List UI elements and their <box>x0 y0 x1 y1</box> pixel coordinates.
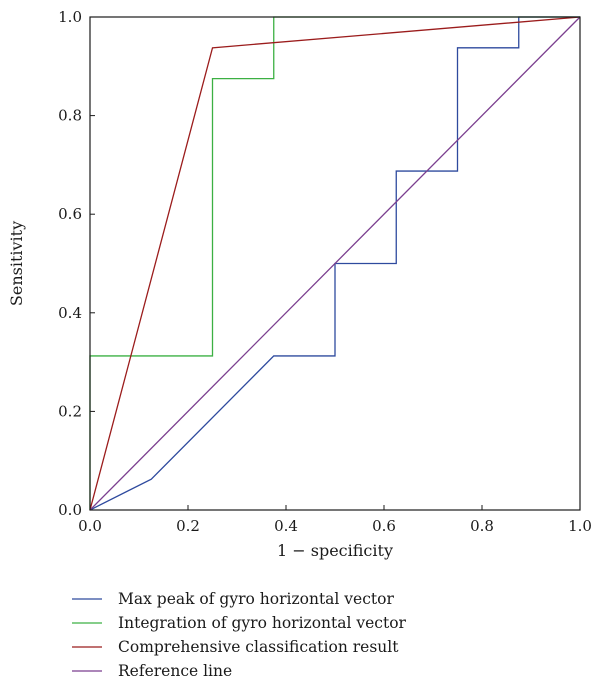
x-tick-label: 1.0 <box>568 517 592 535</box>
legend: Max peak of gyro horizontal vector Integr… <box>72 590 407 680</box>
x-tick-label: 0.8 <box>470 517 494 535</box>
legend-label-4: Reference line <box>118 662 232 680</box>
series-line-3 <box>89 16 581 511</box>
series-line-4 <box>89 16 581 511</box>
y-tick-label: 0.6 <box>58 205 82 223</box>
x-tick-label: 0.0 <box>78 517 102 535</box>
y-tick-label: 0.4 <box>58 304 82 322</box>
legend-label-1: Max peak of gyro horizontal vector <box>118 590 394 608</box>
plot-frame <box>89 16 581 511</box>
x-tick-label: 0.2 <box>176 517 200 535</box>
x-tick-label: 0.4 <box>274 517 298 535</box>
y-tick-label: 0.8 <box>58 107 82 125</box>
legend-label-3: Comprehensive classification result <box>118 638 399 656</box>
legend-label-2: Integration of gyro horizontal vector <box>118 614 407 632</box>
x-tick-label: 0.6 <box>372 517 396 535</box>
y-tick-label: 0.2 <box>58 402 82 420</box>
axes-layer: 0.0 0.2 0.4 0.6 0.8 1.0 0.0 0.2 0.4 0.6 0.8 1.0 <box>58 8 592 535</box>
x-axis-label: 1 − specificity <box>277 541 393 560</box>
y-axis-label: Sensitivity <box>7 221 26 306</box>
series-layer <box>89 16 581 511</box>
y-tick-label: 0.0 <box>58 501 82 519</box>
series-line-1 <box>89 16 580 511</box>
y-tick-label: 1.0 <box>58 8 82 26</box>
